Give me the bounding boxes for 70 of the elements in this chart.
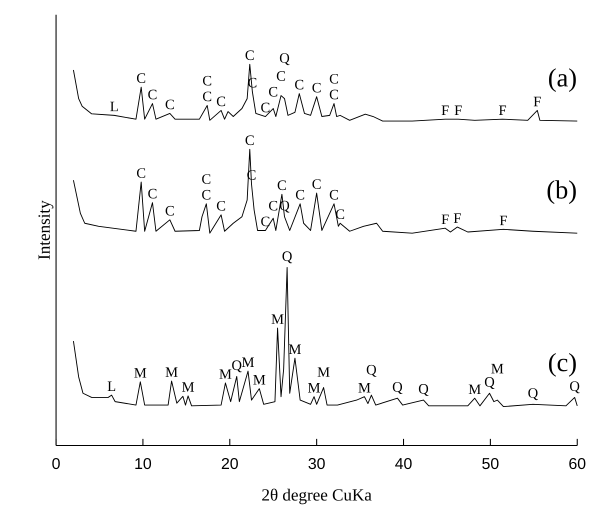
annotation: M (318, 367, 330, 377)
annotation: C (276, 71, 286, 81)
series-label: (a) (549, 68, 576, 92)
annotation: M (308, 383, 320, 392)
annotation: M (468, 384, 481, 394)
annotation: F (442, 106, 449, 115)
series-label: (c) (549, 352, 576, 377)
annotation: C (261, 216, 270, 226)
series-label: (b) (548, 180, 576, 204)
annotation: F (498, 106, 506, 115)
annotation: M (182, 382, 194, 392)
annotation: L (108, 381, 116, 391)
annotation: F (442, 214, 449, 224)
annotation: C (330, 190, 338, 200)
annotation: C (202, 190, 210, 200)
annotation: C (136, 73, 146, 83)
annotation: Q (528, 388, 538, 400)
annotation: C (246, 50, 254, 60)
annotation: F (500, 216, 507, 226)
annotation: C (261, 102, 270, 112)
annotation: Q (570, 381, 580, 394)
annotation: C (330, 90, 338, 100)
annotation: Q (418, 384, 428, 396)
x-tick-label: 40 (395, 458, 412, 470)
x-axis-title: 2θ degree CuKa (262, 488, 372, 504)
annotation: C (269, 86, 278, 97)
annotation: M (242, 357, 254, 367)
annotation: C (166, 100, 174, 110)
annotation: C (148, 90, 156, 100)
annotation: C (202, 174, 210, 184)
annotation: M (272, 314, 284, 324)
annotation: C (216, 200, 226, 211)
annotation: M (166, 367, 178, 377)
annotation: F (454, 213, 461, 223)
annotation: C (330, 74, 338, 84)
x-tick-label: 50 (482, 458, 499, 470)
annotation: M (134, 368, 146, 378)
annotation: C (269, 200, 278, 211)
annotation: L (110, 102, 118, 112)
annotation: Q (282, 251, 292, 264)
annotation: C (296, 190, 304, 200)
x-tick-label: 60 (569, 458, 586, 470)
annotation: C (202, 76, 212, 86)
x-tick-label: 30 (308, 458, 325, 470)
annotation: M (491, 364, 504, 374)
annotation: Q (232, 360, 242, 372)
annotation: F (454, 106, 462, 115)
annotation: C (246, 135, 254, 146)
annotation: Q (392, 382, 402, 394)
y-axis-title: Intensity (38, 200, 54, 260)
x-tick-label: 10 (135, 458, 152, 470)
annotation: Q (366, 364, 376, 377)
annotation: C (202, 92, 212, 102)
annotation: M (288, 344, 301, 354)
annotation: C (136, 168, 146, 178)
x-tick-label: 0 (52, 458, 60, 470)
annotation: C (312, 179, 321, 189)
annotation: C (278, 180, 286, 190)
annotation: C (166, 206, 174, 216)
annotation: Q (280, 53, 290, 66)
annotation: Q (484, 377, 494, 390)
annotation: F (534, 96, 541, 106)
annotation: C (295, 80, 304, 90)
x-tick-label: 20 (222, 458, 238, 470)
annotation: C (148, 188, 156, 198)
annotation: M (358, 383, 370, 392)
annotation: M (253, 374, 266, 384)
annotation: C (216, 96, 226, 106)
annotation: C (312, 82, 321, 92)
annotation: M (219, 369, 232, 379)
